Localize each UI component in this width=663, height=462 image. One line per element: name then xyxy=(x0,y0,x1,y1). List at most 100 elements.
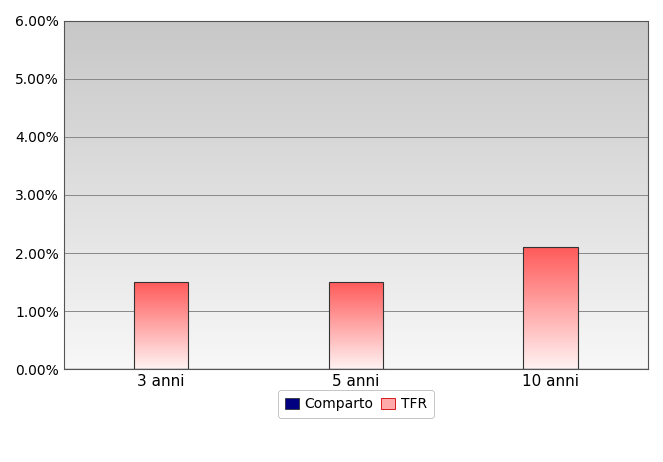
Bar xyxy=(64,256,648,258)
Bar xyxy=(523,255,578,256)
Bar xyxy=(64,284,648,286)
Bar xyxy=(329,310,383,311)
Bar xyxy=(134,285,188,286)
Bar xyxy=(134,364,188,365)
Bar xyxy=(134,353,188,354)
Bar xyxy=(523,301,578,302)
Bar xyxy=(64,312,648,314)
Bar xyxy=(64,134,648,136)
Bar xyxy=(134,344,188,345)
Bar xyxy=(523,268,578,269)
Bar xyxy=(329,364,383,365)
Bar xyxy=(329,317,383,318)
Bar xyxy=(329,303,383,304)
Bar xyxy=(523,293,578,294)
Bar xyxy=(523,328,578,329)
Bar xyxy=(64,291,648,292)
Bar xyxy=(134,294,188,295)
Bar xyxy=(64,197,648,198)
Bar xyxy=(134,304,188,305)
Bar xyxy=(64,174,648,176)
Bar xyxy=(64,61,648,62)
Bar xyxy=(329,365,383,366)
Bar xyxy=(523,307,578,308)
Bar xyxy=(523,311,578,312)
Bar xyxy=(64,219,648,221)
Bar xyxy=(523,360,578,361)
Bar xyxy=(64,326,648,328)
Bar xyxy=(134,343,188,344)
Bar xyxy=(64,263,648,265)
Bar xyxy=(523,265,578,266)
Bar xyxy=(329,351,383,352)
Bar xyxy=(523,274,578,275)
Bar xyxy=(523,356,578,357)
Bar xyxy=(523,266,578,267)
Bar xyxy=(329,330,383,331)
Bar xyxy=(523,251,578,252)
Bar xyxy=(329,366,383,367)
Bar xyxy=(523,335,578,336)
Legend: Comparto, TFR: Comparto, TFR xyxy=(278,390,434,418)
Bar xyxy=(523,364,578,365)
Bar xyxy=(523,326,578,327)
Bar xyxy=(64,101,648,103)
Bar xyxy=(64,184,648,186)
Bar xyxy=(523,366,578,367)
Bar xyxy=(523,347,578,348)
Bar xyxy=(523,306,578,307)
Bar xyxy=(64,322,648,324)
Bar xyxy=(64,169,648,170)
Bar xyxy=(523,352,578,353)
Bar xyxy=(523,327,578,328)
Bar xyxy=(64,57,648,59)
Bar xyxy=(64,198,648,200)
Bar xyxy=(329,358,383,359)
Bar xyxy=(64,109,648,111)
Bar xyxy=(523,367,578,368)
Bar xyxy=(64,85,648,87)
Bar xyxy=(329,304,383,305)
Bar xyxy=(64,96,648,97)
Bar xyxy=(64,164,648,165)
Bar xyxy=(64,20,648,22)
Bar xyxy=(329,336,383,337)
Bar xyxy=(134,300,188,301)
Bar xyxy=(64,364,648,366)
Bar xyxy=(523,247,578,248)
Bar xyxy=(64,104,648,106)
Bar xyxy=(523,283,578,284)
Bar xyxy=(329,348,383,349)
Bar xyxy=(64,252,648,254)
Bar xyxy=(523,362,578,363)
Bar xyxy=(329,335,383,336)
Bar xyxy=(523,331,578,332)
Bar xyxy=(329,367,383,368)
Bar xyxy=(523,350,578,351)
Bar xyxy=(64,237,648,238)
Bar xyxy=(134,306,188,307)
Bar xyxy=(64,139,648,141)
Bar xyxy=(523,313,578,314)
Bar xyxy=(64,324,648,326)
Bar xyxy=(64,240,648,242)
Bar xyxy=(134,345,188,346)
Bar xyxy=(64,317,648,319)
Bar xyxy=(64,193,648,195)
Bar xyxy=(134,296,188,297)
Bar xyxy=(64,333,648,334)
Bar xyxy=(64,115,648,116)
Bar xyxy=(134,335,188,336)
Bar xyxy=(329,343,383,344)
Bar xyxy=(134,313,188,314)
Bar xyxy=(329,368,383,369)
Bar xyxy=(134,318,188,319)
Bar xyxy=(523,275,578,276)
Bar xyxy=(64,148,648,150)
Bar xyxy=(64,355,648,357)
Bar xyxy=(64,38,648,40)
Bar xyxy=(64,346,648,348)
Bar xyxy=(523,334,578,335)
Bar xyxy=(134,320,188,321)
Bar xyxy=(523,368,578,369)
